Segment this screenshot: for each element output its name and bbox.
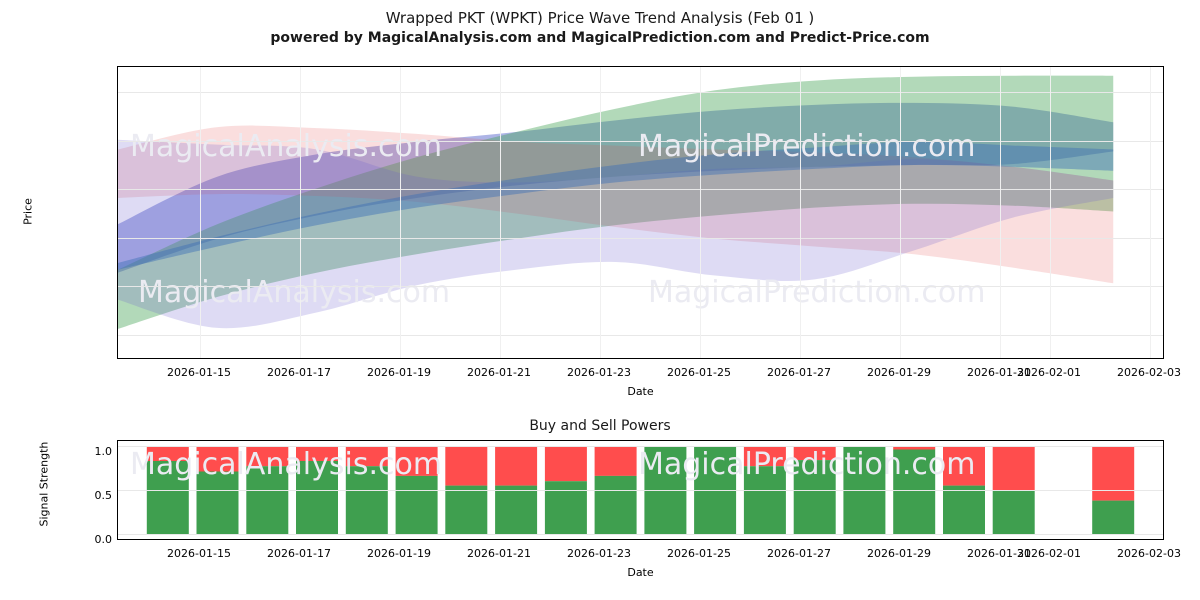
x-tick-5: 2026-01-25 <box>667 366 731 379</box>
gridline-x-1 <box>300 67 301 358</box>
bar-sell <box>793 446 836 461</box>
bar-y-tick-2: 1.0 <box>94 445 113 458</box>
bar-sell <box>1092 446 1135 501</box>
price-bands <box>118 75 1114 329</box>
band-red-band <box>118 125 1114 284</box>
bar-buy <box>345 466 388 534</box>
gridline-y-2 <box>118 189 1163 190</box>
bar-buy <box>246 466 289 534</box>
bar-y-tick-0: 0.0 <box>94 533 113 546</box>
bar-sell <box>743 446 786 467</box>
bar-buy <box>893 449 936 534</box>
bar-buy <box>495 485 538 534</box>
gridline-y-0 <box>118 286 1163 287</box>
bar-buy <box>146 461 189 534</box>
bar-sell <box>893 446 936 450</box>
bar-sell <box>296 446 338 461</box>
bar-buy <box>296 461 338 534</box>
gridline-x-8 <box>1000 67 1001 358</box>
gridline-y-4 <box>118 92 1163 93</box>
band-blue-band <box>118 102 1114 273</box>
gridline-y-1 <box>118 237 1163 239</box>
bar-x-tick-5: 2026-01-25 <box>667 547 731 560</box>
bar-sell <box>445 446 488 486</box>
band-green-band <box>118 75 1114 329</box>
gridline-y-3 <box>118 140 1163 142</box>
gridline-x-3 <box>500 67 501 358</box>
bar-buy <box>943 485 985 534</box>
bar-buy <box>793 460 836 534</box>
bar-sell <box>146 446 189 461</box>
bar-sell <box>345 446 388 467</box>
bar-x-tick-0: 2026-01-15 <box>167 547 231 560</box>
bar-x-tick-8: 2026-01-31 <box>967 547 1031 560</box>
bar-gridline-1 <box>118 490 1163 491</box>
bar-x-tick-3: 2026-01-21 <box>467 547 531 560</box>
bar-buy <box>1092 500 1135 534</box>
gridline-x-6 <box>800 67 801 358</box>
gridline-x-2 <box>400 67 401 358</box>
x-tick-10: 2026-02-03 <box>1117 366 1181 379</box>
lower-y-axis-label: Signal Strength <box>37 441 51 527</box>
bar-gridline-2 <box>118 446 1163 447</box>
bar-sell <box>544 446 587 482</box>
bar-buy <box>594 475 637 534</box>
gridline-x-5 <box>700 67 701 358</box>
upper-x-axis-label: Date <box>627 385 654 398</box>
bar-x-tick-4: 2026-01-23 <box>567 547 631 560</box>
bar-buy <box>992 490 1035 534</box>
bar-sell <box>495 446 538 486</box>
bar-sell <box>196 446 239 472</box>
bar-sell <box>594 446 637 476</box>
upper-y-axis-label: Price <box>21 198 35 225</box>
gridline-x-7 <box>900 67 901 358</box>
lower-chart-title: Buy and Sell Powers <box>529 418 671 434</box>
page-title: Wrapped PKT (WPKT) Price Wave Trend Anal… <box>385 9 815 27</box>
x-tick-9: 2026-02-01 <box>1017 366 1081 379</box>
gridline-x-10 <box>1150 67 1151 358</box>
title-block: Wrapped PKT (WPKT) Price Wave Trend Anal… <box>0 8 1200 48</box>
stacked-bars <box>146 446 1135 534</box>
page-subtitle: powered by MagicalAnalysis.com and Magic… <box>270 30 930 46</box>
bar-sell <box>246 446 289 467</box>
gridline-x-0 <box>200 67 201 358</box>
bar-buy <box>196 471 239 534</box>
x-tick-3: 2026-01-21 <box>467 366 531 379</box>
x-tick-1: 2026-01-17 <box>267 366 331 379</box>
gridline-x-9 <box>1050 67 1051 358</box>
gridline-x-4 <box>600 67 601 358</box>
bar-x-tick-9: 2026-02-01 <box>1017 547 1081 560</box>
bar-x-tick-1: 2026-01-17 <box>267 547 331 560</box>
bar-gridline-0 <box>118 534 1163 535</box>
bar-x-tick-7: 2026-01-29 <box>867 547 931 560</box>
x-tick-6: 2026-01-27 <box>767 366 831 379</box>
x-tick-4: 2026-01-23 <box>567 366 631 379</box>
bar-buy <box>743 466 786 534</box>
x-tick-8: 2026-01-31 <box>967 366 1031 379</box>
bar-x-tick-2: 2026-01-19 <box>367 547 431 560</box>
bar-y-tick-1: 0.5 <box>94 489 113 502</box>
bar-x-tick-6: 2026-01-27 <box>767 547 831 560</box>
bar-buy <box>395 475 438 534</box>
bar-sell <box>992 446 1035 491</box>
band-violet-band <box>118 139 1114 329</box>
bar-sell <box>395 446 438 476</box>
x-tick-2: 2026-01-19 <box>367 366 431 379</box>
bar-buy <box>445 485 488 534</box>
x-tick-0: 2026-01-15 <box>167 366 231 379</box>
buy-sell-powers-chart: MagicalAnalysis.com MagicalPrediction.co… <box>117 440 1164 540</box>
band-steel-band <box>118 141 1114 270</box>
x-tick-7: 2026-01-29 <box>867 366 931 379</box>
lower-x-axis-label: Date <box>627 566 654 579</box>
gridline-y-5 <box>118 334 1163 336</box>
bar-sell <box>943 446 985 486</box>
bar-x-tick-10: 2026-02-03 <box>1117 547 1181 560</box>
price-wave-chart: MagicalAnalysis.com MagicalPrediction.co… <box>117 66 1164 359</box>
